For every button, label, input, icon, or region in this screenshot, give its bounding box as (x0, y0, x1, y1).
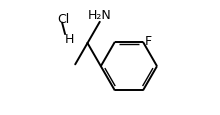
Text: H₂N: H₂N (88, 9, 112, 22)
Text: Cl: Cl (57, 12, 69, 25)
Text: F: F (145, 34, 152, 47)
Text: H: H (65, 33, 74, 46)
